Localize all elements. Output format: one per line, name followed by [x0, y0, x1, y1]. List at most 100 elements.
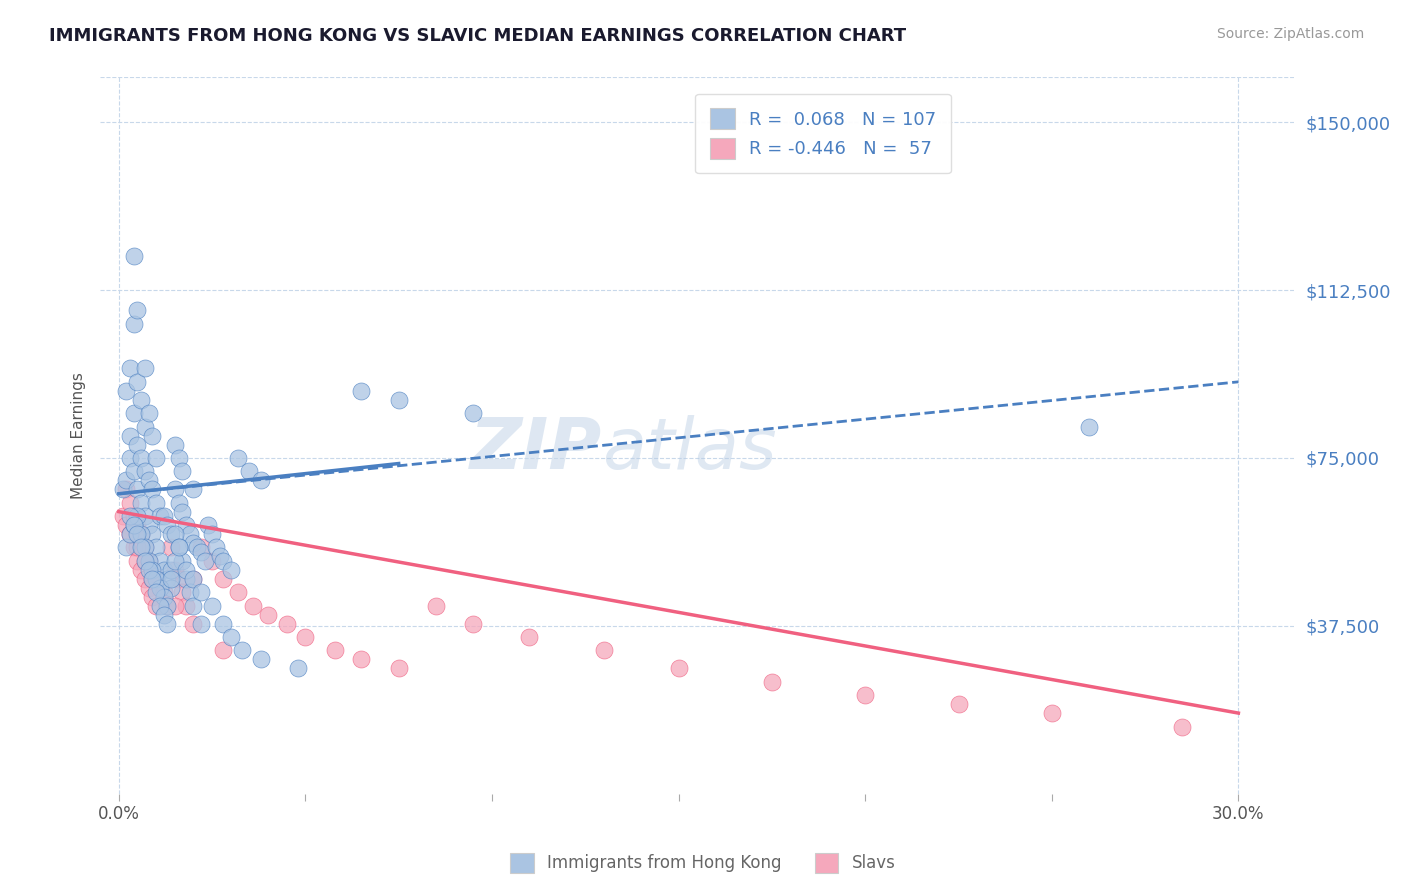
Point: [463, 406, 485, 420]
Point: [118, 450, 141, 465]
Point: [141, 563, 163, 577]
Point: [138, 554, 160, 568]
Point: [167, 541, 190, 555]
Point: [212, 616, 235, 631]
Point: [197, 518, 219, 533]
Point: [163, 437, 186, 451]
Point: [160, 581, 183, 595]
Point: [138, 473, 160, 487]
Point: [167, 572, 190, 586]
Point: [201, 527, 224, 541]
Point: [115, 384, 138, 398]
Point: [145, 572, 167, 586]
Text: atlas: atlas: [602, 416, 776, 484]
Point: [152, 607, 174, 622]
Text: ZIP: ZIP: [470, 416, 602, 484]
Point: [152, 509, 174, 524]
Point: [134, 419, 156, 434]
Point: [145, 585, 167, 599]
Point: [127, 541, 149, 555]
Point: [183, 572, 205, 586]
Point: [145, 541, 167, 555]
Point: [141, 572, 163, 586]
Point: [249, 652, 271, 666]
Point: [179, 585, 201, 599]
Point: [156, 616, 179, 631]
Point: [163, 554, 186, 568]
Point: [134, 572, 156, 586]
Point: [350, 652, 373, 666]
Point: [212, 643, 235, 657]
Point: [190, 545, 212, 559]
Point: [118, 428, 141, 442]
Point: [134, 554, 156, 568]
Point: [238, 464, 260, 478]
Point: [149, 509, 172, 524]
Point: [174, 572, 197, 586]
Point: [212, 572, 235, 586]
Point: [163, 527, 186, 541]
Point: [219, 563, 242, 577]
Point: [129, 563, 152, 577]
Point: [249, 473, 271, 487]
Point: [463, 616, 485, 631]
Point: [163, 483, 186, 497]
Point: [127, 518, 149, 533]
Point: [388, 661, 411, 675]
Point: [190, 616, 212, 631]
Point: [127, 527, 149, 541]
Point: [287, 661, 309, 675]
Point: [145, 599, 167, 613]
Point: [172, 505, 194, 519]
Point: [163, 563, 186, 577]
Point: [179, 527, 201, 541]
Point: [122, 317, 145, 331]
Point: [122, 509, 145, 524]
Point: [129, 392, 152, 407]
Point: [156, 518, 179, 533]
Point: [129, 527, 152, 541]
Point: [190, 541, 212, 555]
Point: [149, 599, 172, 613]
Y-axis label: Median Earnings: Median Earnings: [72, 372, 86, 499]
Point: [127, 303, 149, 318]
Point: [141, 590, 163, 604]
Point: [152, 590, 174, 604]
Point: [201, 554, 224, 568]
Point: [138, 406, 160, 420]
Point: [149, 581, 172, 595]
Point: [183, 483, 205, 497]
Point: [152, 590, 174, 604]
Point: [122, 464, 145, 478]
Point: [174, 518, 197, 533]
Point: [1078, 419, 1101, 434]
Point: [138, 518, 160, 533]
Point: [118, 527, 141, 541]
Point: [156, 599, 179, 613]
Point: [190, 585, 212, 599]
Point: [593, 643, 616, 657]
Point: [174, 599, 197, 613]
Point: [134, 464, 156, 478]
Point: [172, 464, 194, 478]
Point: [118, 527, 141, 541]
Point: [853, 688, 876, 702]
Point: [167, 496, 190, 510]
Point: [122, 518, 145, 533]
Point: [122, 406, 145, 420]
Point: [257, 607, 280, 622]
Point: [761, 674, 783, 689]
Point: [156, 572, 179, 586]
Point: [118, 361, 141, 376]
Point: [149, 581, 172, 595]
Point: [145, 572, 167, 586]
Point: [134, 361, 156, 376]
Point: [141, 572, 163, 586]
Point: [122, 541, 145, 555]
Point: [160, 572, 183, 586]
Point: [127, 437, 149, 451]
Point: [115, 518, 138, 533]
Point: [948, 697, 970, 711]
Point: [388, 392, 411, 407]
Point: [141, 527, 163, 541]
